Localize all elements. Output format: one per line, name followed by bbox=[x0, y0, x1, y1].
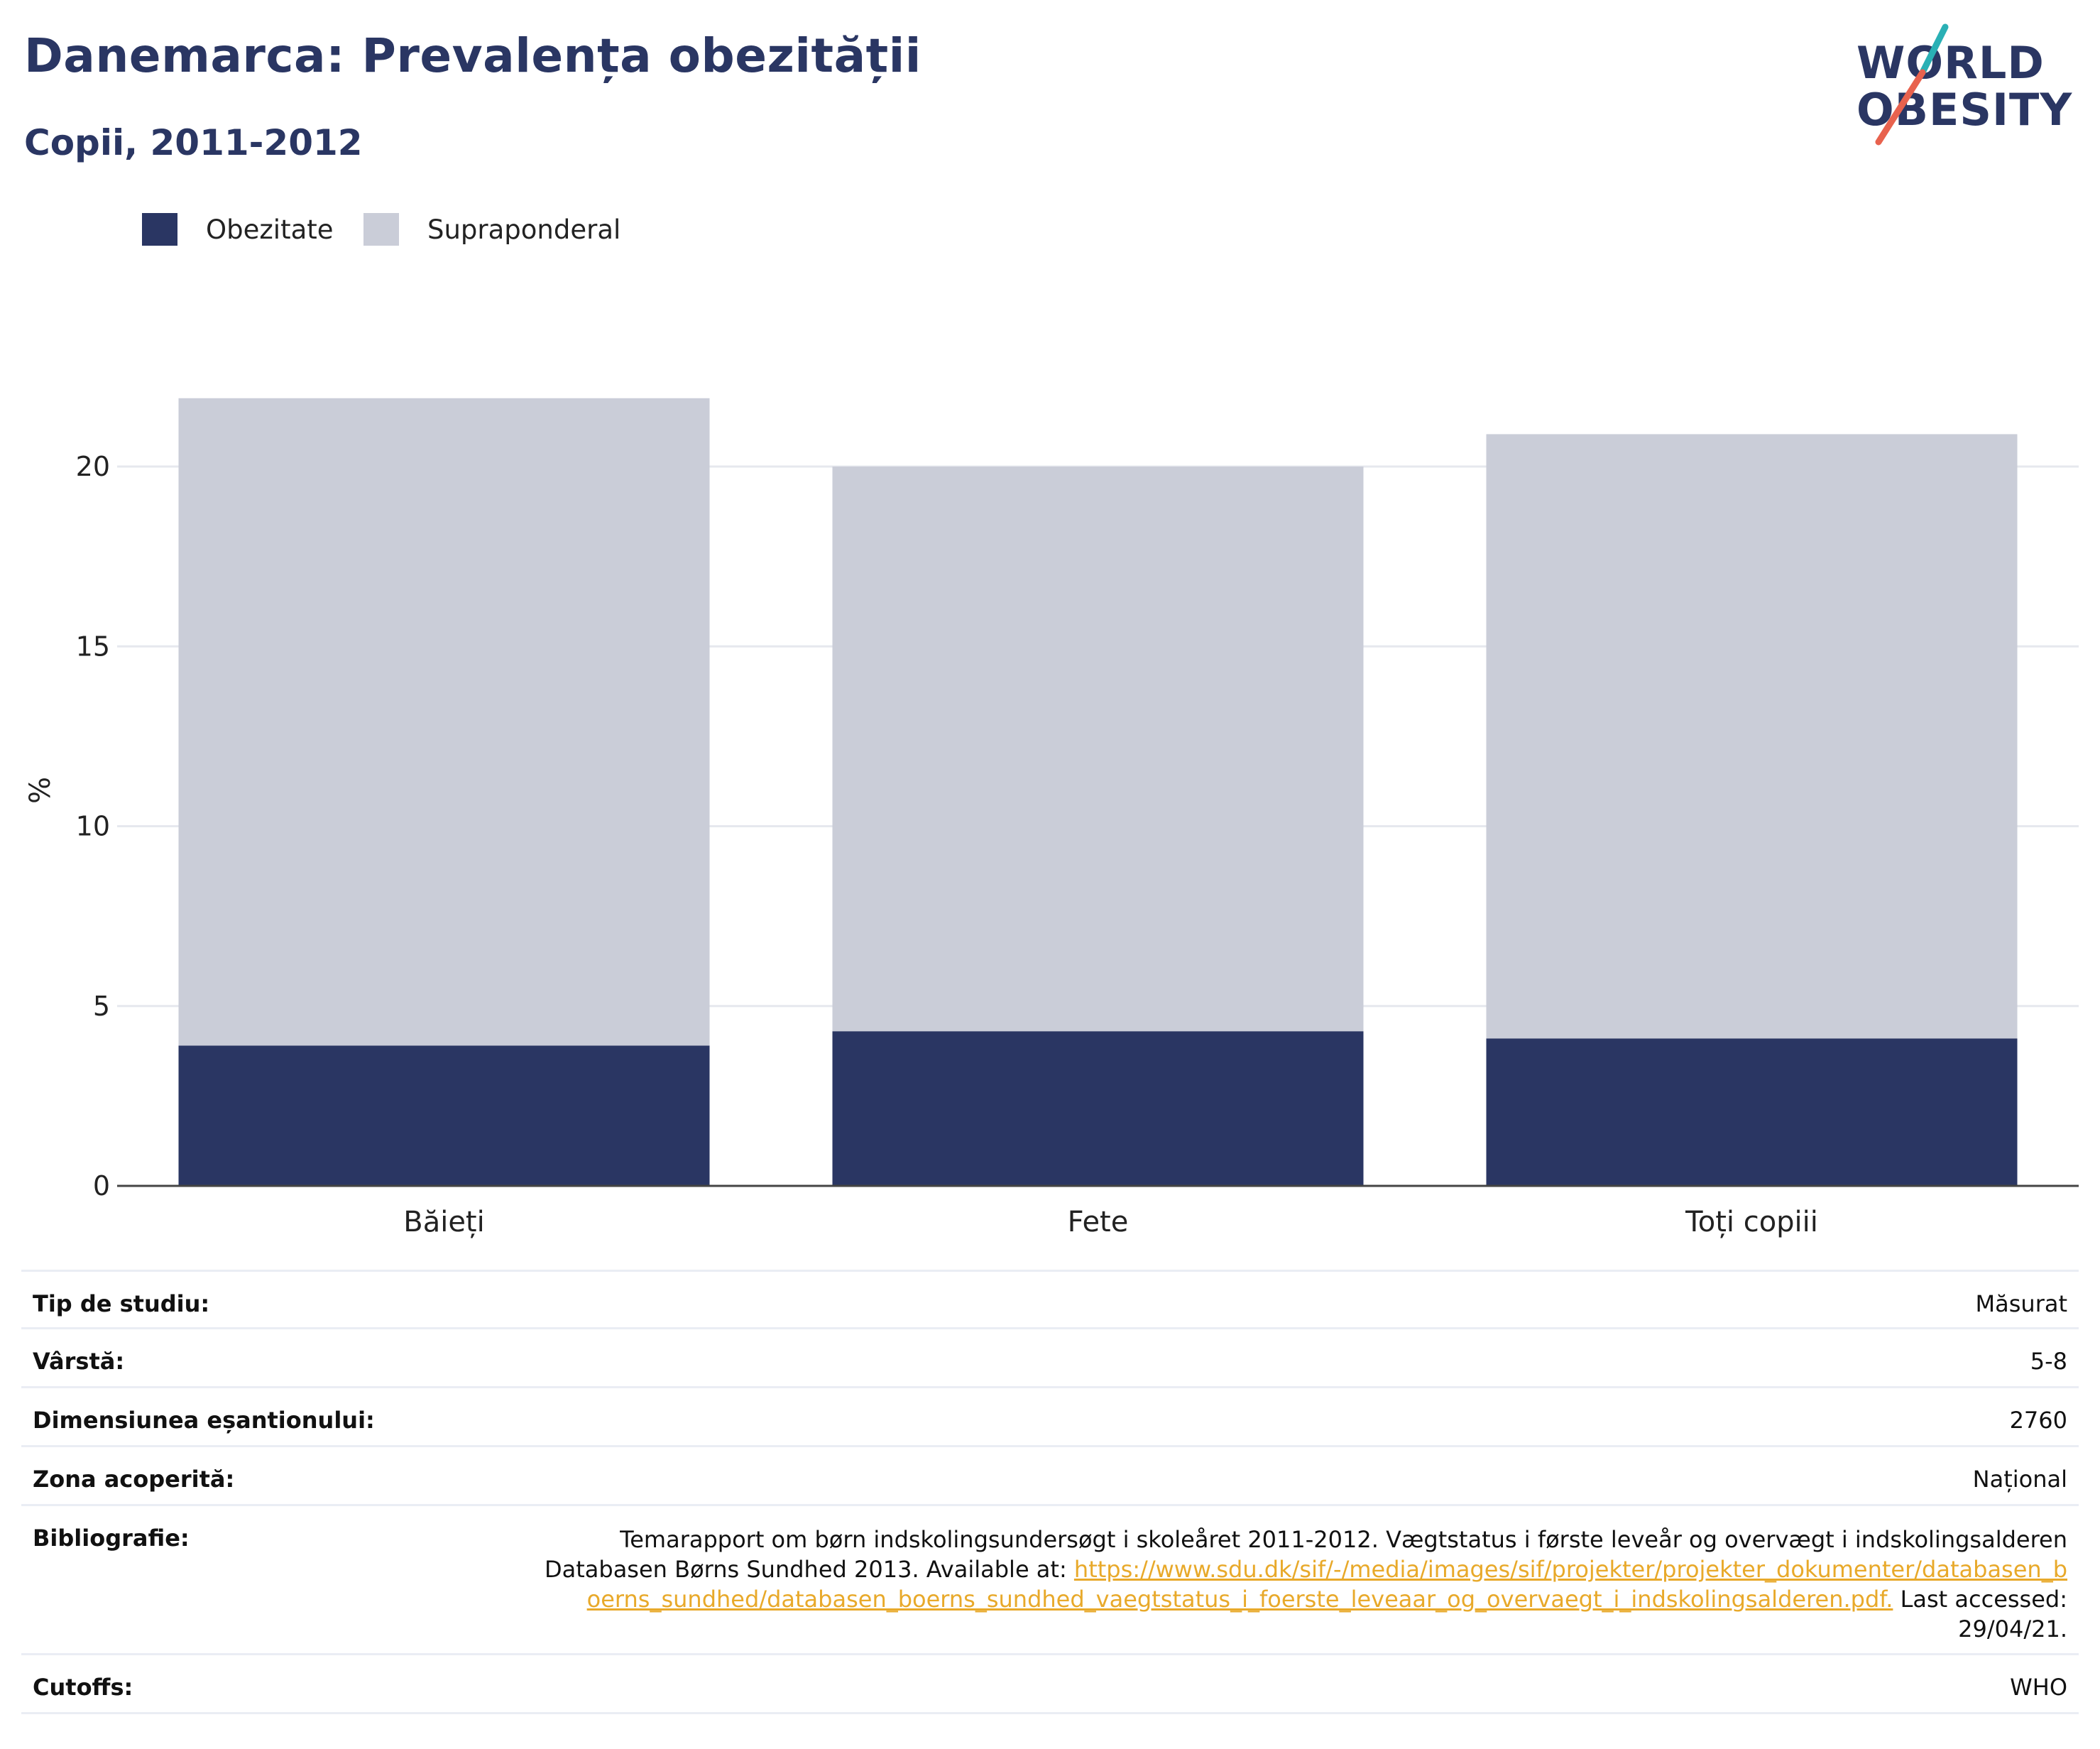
info-label: Tip de studiu: bbox=[33, 1290, 210, 1317]
legend-swatch-obezitate bbox=[142, 213, 177, 246]
logo-line1: WORLD bbox=[1856, 37, 2045, 89]
bar-supraponderal bbox=[832, 467, 1364, 1032]
logo-slash-icon bbox=[1875, 23, 1949, 146]
info-value: 2760 bbox=[2009, 1407, 2067, 1434]
info-label: Cutoffs: bbox=[33, 1674, 133, 1701]
world-obesity-logo: WORLD OBESITY bbox=[1853, 21, 2087, 149]
info-row-cutoffs: Cutoffs: WHO bbox=[21, 1655, 2079, 1714]
info-label: Dimensiunea eșantionului: bbox=[33, 1407, 375, 1434]
info-label: Zona acoperită: bbox=[33, 1466, 235, 1493]
info-label: Bibliografie: bbox=[33, 1525, 190, 1552]
bibliography-body: Temarapport om børn indskolingsundersøgt… bbox=[544, 1526, 2067, 1583]
legend-label-obezitate: Obezitate bbox=[206, 214, 334, 245]
legend-label-supraponderal: Supraponderal bbox=[427, 214, 621, 245]
info-value: Măsurat bbox=[1975, 1290, 2067, 1317]
y-axis-label: % bbox=[24, 777, 57, 804]
info-row-sample-size: Dimensiunea eșantionului: 2760 bbox=[21, 1388, 2079, 1447]
bar-obezitate bbox=[178, 1045, 710, 1186]
bibliography-link[interactable]: https://www.sdu.dk/sif/-/media/images/si… bbox=[586, 1556, 2067, 1613]
page-title: Danemarca: Prevalența obezității bbox=[24, 28, 922, 83]
info-row-bibliography: Bibliografie: Temarapport om børn indsko… bbox=[21, 1506, 2079, 1655]
info-value: 5-8 bbox=[2030, 1348, 2067, 1375]
info-label: Vârstă: bbox=[33, 1348, 125, 1375]
stacked-bar-chart: 0 5 10 15 20% Băieți Fete Toți copiii bbox=[24, 398, 2079, 1238]
y-tick-label: 20 bbox=[76, 451, 110, 482]
info-value: Național bbox=[1972, 1466, 2067, 1493]
y-tick-label: 10 bbox=[76, 811, 110, 842]
y-tick-label: 0 bbox=[93, 1170, 110, 1202]
bar-obezitate bbox=[1486, 1038, 2018, 1186]
bibliography-text: Temarapport om børn indskolingsundersøgt… bbox=[541, 1525, 2067, 1644]
bar-supraponderal bbox=[1486, 434, 2018, 1039]
y-tick-label: 15 bbox=[76, 631, 110, 662]
page-subtitle: Copii, 2011-2012 bbox=[24, 122, 363, 163]
x-tick-label: Băieți bbox=[403, 1206, 484, 1238]
info-row-study-type: Tip de studiu: Măsurat bbox=[21, 1270, 2079, 1329]
x-tick-label: Toți copiii bbox=[1685, 1206, 1818, 1238]
info-value: WHO bbox=[2010, 1674, 2067, 1701]
x-tick-label: Fete bbox=[1068, 1206, 1129, 1238]
bar-supraponderal bbox=[178, 398, 710, 1046]
info-row-area: Zona acoperită: Național bbox=[21, 1447, 2079, 1506]
y-tick-label: 5 bbox=[93, 991, 110, 1022]
bibliography-suffix: Last accessed: 29/04/21. bbox=[1893, 1586, 2067, 1642]
info-row-age: Vârstă: 5-8 bbox=[21, 1329, 2079, 1388]
bar-obezitate bbox=[832, 1031, 1364, 1186]
legend-swatch-supraponderal bbox=[363, 213, 399, 246]
info-table: Tip de studiu: Măsurat Vârstă: 5-8 Dimen… bbox=[21, 1270, 2079, 1714]
